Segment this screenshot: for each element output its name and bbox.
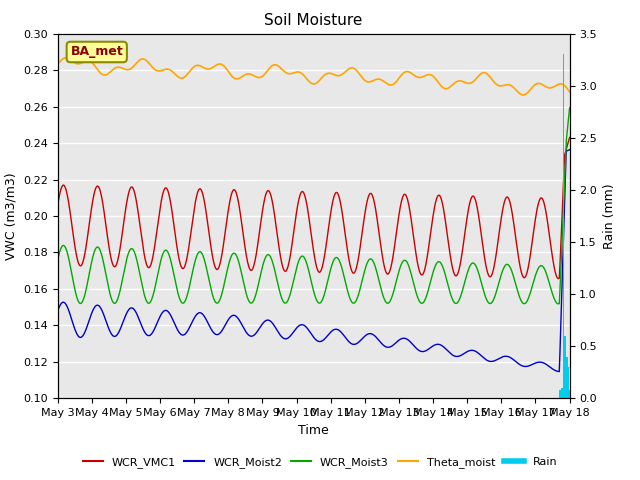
Bar [559, 390, 561, 398]
X-axis label: Time: Time [298, 424, 329, 437]
Bar [561, 388, 563, 398]
Bar [566, 357, 567, 398]
Title: Soil Moisture: Soil Moisture [264, 13, 363, 28]
Bar [561, 388, 563, 398]
Bar [563, 54, 564, 398]
Bar [560, 390, 561, 398]
Bar [563, 54, 564, 398]
Bar [568, 367, 569, 398]
Legend: WCR_VMC1, WCR_Moist2, WCR_Moist3, Theta_moist, Rain: WCR_VMC1, WCR_Moist2, WCR_Moist3, Theta_… [78, 452, 562, 472]
Bar [565, 336, 566, 398]
Bar [564, 336, 566, 398]
Bar [563, 54, 564, 398]
Y-axis label: VWC (m3/m3): VWC (m3/m3) [4, 172, 17, 260]
Bar [569, 390, 570, 398]
Y-axis label: Rain (mm): Rain (mm) [603, 183, 616, 249]
Bar [566, 357, 568, 398]
Bar [560, 393, 561, 398]
Text: BA_met: BA_met [70, 46, 123, 59]
Bar [559, 390, 560, 398]
Bar [568, 367, 570, 398]
Bar [566, 357, 567, 398]
Bar [561, 393, 562, 398]
Bar [564, 336, 566, 398]
Bar [568, 367, 569, 398]
Bar [569, 390, 570, 398]
Bar [562, 388, 563, 398]
